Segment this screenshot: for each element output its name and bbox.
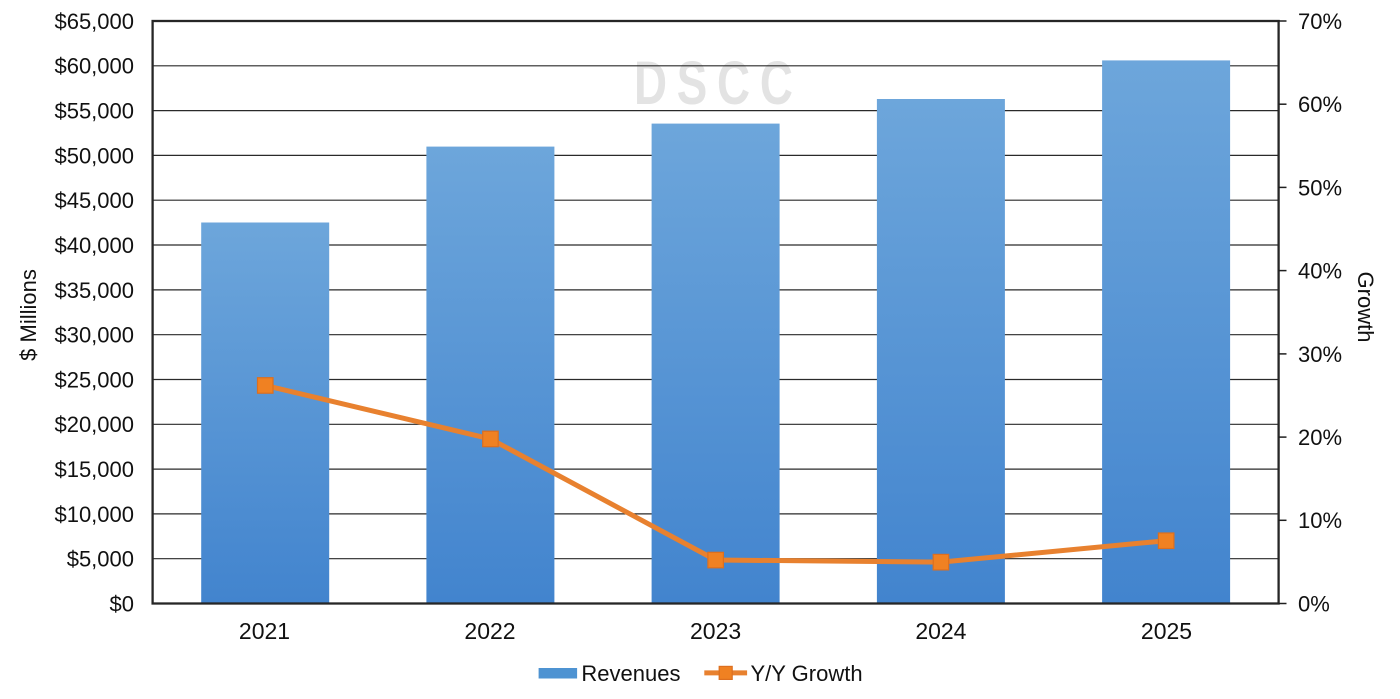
svg-text:50%: 50%: [1298, 175, 1342, 200]
svg-text:$40,000: $40,000: [54, 233, 134, 258]
svg-text:60%: 60%: [1298, 92, 1342, 117]
svg-text:DSCC: DSCC: [634, 50, 803, 118]
svg-text:$20,000: $20,000: [54, 412, 134, 437]
svg-text:$0: $0: [110, 591, 134, 616]
svg-text:$60,000: $60,000: [54, 54, 134, 79]
svg-text:40%: 40%: [1298, 259, 1342, 284]
svg-text:2021: 2021: [239, 618, 290, 644]
svg-text:$10,000: $10,000: [54, 502, 134, 527]
svg-text:$ Millions: $ Millions: [16, 269, 41, 361]
svg-text:2023: 2023: [690, 618, 741, 644]
svg-text:$65,000: $65,000: [54, 9, 134, 34]
svg-text:2022: 2022: [464, 618, 515, 644]
svg-text:70%: 70%: [1298, 9, 1342, 34]
svg-text:2024: 2024: [915, 618, 966, 644]
svg-text:$35,000: $35,000: [54, 278, 134, 303]
svg-text:$45,000: $45,000: [54, 188, 134, 213]
svg-text:$50,000: $50,000: [54, 143, 134, 168]
svg-text:2025: 2025: [1141, 618, 1192, 644]
svg-text:20%: 20%: [1298, 425, 1342, 450]
svg-text:$15,000: $15,000: [54, 457, 134, 482]
svg-text:Y/Y Growth: Y/Y Growth: [751, 661, 863, 686]
svg-text:$55,000: $55,000: [54, 99, 134, 124]
svg-text:$25,000: $25,000: [54, 367, 134, 392]
svg-text:$5,000: $5,000: [67, 547, 134, 572]
svg-text:$30,000: $30,000: [54, 323, 134, 348]
svg-text:Growth: Growth: [1353, 272, 1378, 343]
svg-text:0%: 0%: [1298, 591, 1330, 616]
svg-text:30%: 30%: [1298, 342, 1342, 367]
svg-text:10%: 10%: [1298, 508, 1342, 533]
svg-text:Revenues: Revenues: [581, 661, 680, 686]
